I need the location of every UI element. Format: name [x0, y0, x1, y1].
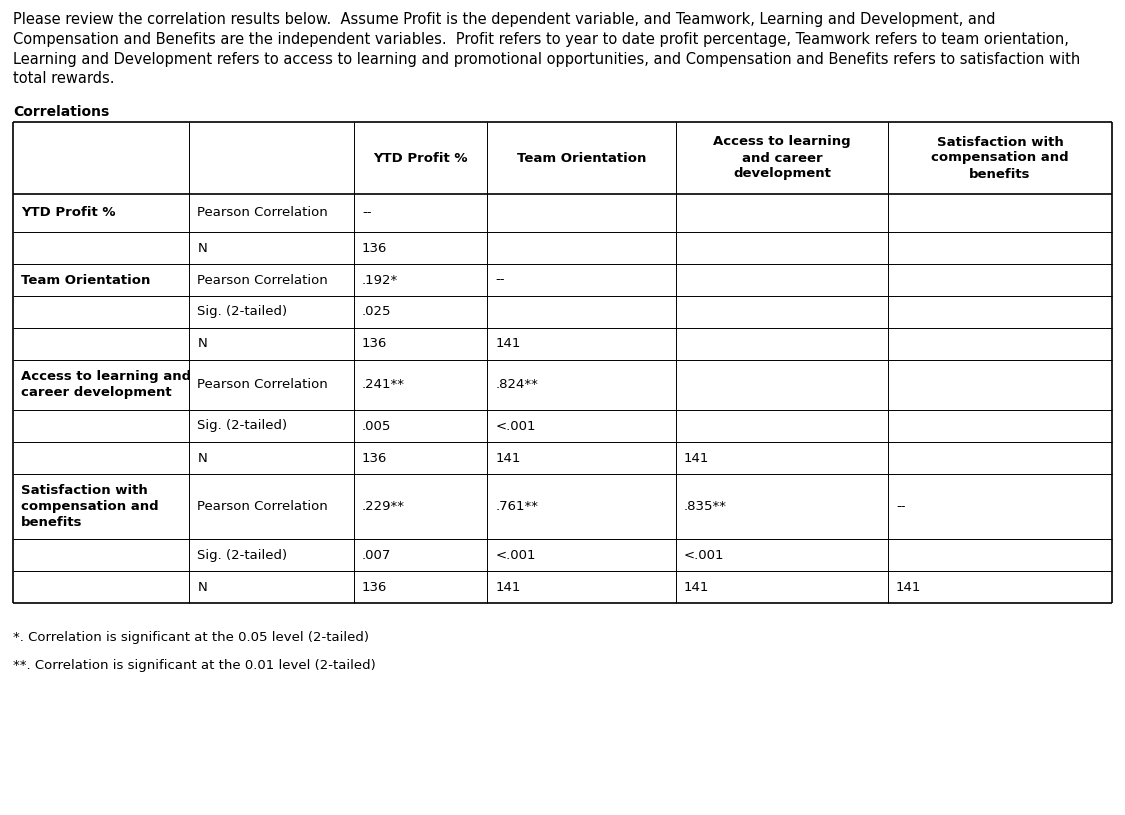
Text: 141: 141 [495, 452, 521, 465]
Text: 136: 136 [362, 580, 387, 593]
Text: Access to learning and
career development: Access to learning and career developmen… [21, 371, 191, 399]
Text: N: N [197, 580, 207, 593]
Text: .005: .005 [362, 420, 391, 433]
Text: N: N [197, 452, 207, 465]
Text: Pearson Correlation: Pearson Correlation [197, 500, 328, 513]
Text: <.001: <.001 [495, 420, 536, 433]
Text: Sig. (2-tailed): Sig. (2-tailed) [197, 306, 288, 319]
Text: **. Correlation is significant at the 0.01 level (2-tailed): **. Correlation is significant at the 0.… [14, 659, 376, 672]
Text: 136: 136 [362, 452, 387, 465]
Text: --: -- [362, 206, 371, 219]
Text: 136: 136 [362, 241, 387, 254]
Text: .241**: .241** [362, 378, 405, 391]
Text: .025: .025 [362, 306, 391, 319]
Text: Satisfaction with
compensation and
benefits: Satisfaction with compensation and benef… [21, 484, 159, 529]
Text: 141: 141 [684, 580, 709, 593]
Text: 136: 136 [362, 337, 387, 350]
Text: <.001: <.001 [684, 548, 724, 562]
Text: *. Correlation is significant at the 0.05 level (2-tailed): *. Correlation is significant at the 0.0… [14, 631, 369, 644]
Text: Team Orientation: Team Orientation [21, 274, 151, 287]
Text: .824**: .824** [495, 378, 538, 391]
Text: Pearson Correlation: Pearson Correlation [197, 378, 328, 391]
Text: 141: 141 [495, 337, 521, 350]
Text: 141: 141 [896, 580, 921, 593]
Text: .192*: .192* [362, 274, 398, 287]
Text: Pearson Correlation: Pearson Correlation [197, 274, 328, 287]
Text: YTD Profit %: YTD Profit % [374, 152, 468, 165]
Text: --: -- [896, 500, 906, 513]
Text: Please review the correlation results below.  Assume Profit is the dependent var: Please review the correlation results be… [14, 12, 1080, 86]
Text: .007: .007 [362, 548, 391, 562]
Text: .761**: .761** [495, 500, 539, 513]
Text: Sig. (2-tailed): Sig. (2-tailed) [197, 420, 288, 433]
Text: Sig. (2-tailed): Sig. (2-tailed) [197, 548, 288, 562]
Text: --: -- [495, 274, 505, 287]
Text: .835**: .835** [684, 500, 727, 513]
Text: YTD Profit %: YTD Profit % [21, 206, 116, 219]
Text: 141: 141 [684, 452, 709, 465]
Text: Pearson Correlation: Pearson Correlation [197, 206, 328, 219]
Text: .229**: .229** [362, 500, 405, 513]
Text: Access to learning
and career
development: Access to learning and career developmen… [713, 135, 850, 180]
Text: Team Orientation: Team Orientation [516, 152, 646, 165]
Text: N: N [197, 337, 207, 350]
Text: Satisfaction with
compensation and
benefits: Satisfaction with compensation and benef… [932, 135, 1069, 180]
Text: 141: 141 [495, 580, 521, 593]
Text: Correlations: Correlations [14, 105, 109, 119]
Text: N: N [197, 241, 207, 254]
Text: <.001: <.001 [495, 548, 536, 562]
